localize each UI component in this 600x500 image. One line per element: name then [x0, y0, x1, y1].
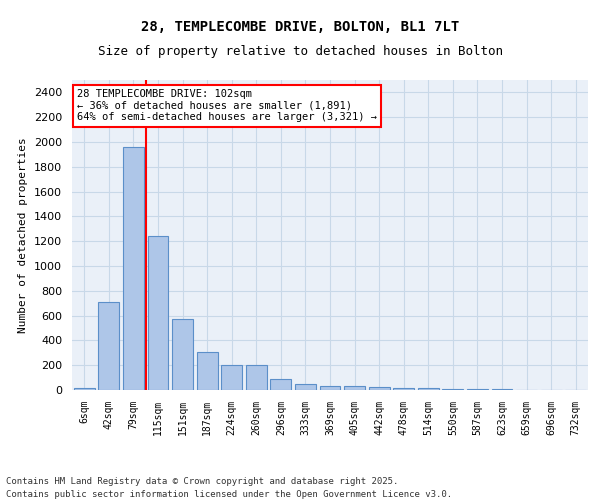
Text: 28, TEMPLECOMBE DRIVE, BOLTON, BL1 7LT: 28, TEMPLECOMBE DRIVE, BOLTON, BL1 7LT	[141, 20, 459, 34]
Bar	[295, 384, 316, 390]
Bar	[221, 365, 242, 390]
Bar	[148, 236, 169, 390]
Bar	[271, 380, 292, 390]
Bar	[246, 365, 267, 390]
Bar	[172, 320, 193, 390]
Bar	[368, 387, 389, 390]
Text: Size of property relative to detached houses in Bolton: Size of property relative to detached ho…	[97, 45, 503, 58]
Bar	[393, 388, 414, 390]
Bar	[123, 147, 144, 390]
Bar	[344, 386, 365, 390]
Bar	[418, 388, 439, 390]
Bar	[98, 302, 119, 390]
Bar	[320, 386, 340, 390]
Text: 28 TEMPLECOMBE DRIVE: 102sqm
← 36% of detached houses are smaller (1,891)
64% of: 28 TEMPLECOMBE DRIVE: 102sqm ← 36% of de…	[77, 90, 377, 122]
Y-axis label: Number of detached properties: Number of detached properties	[19, 137, 28, 333]
Bar	[467, 389, 488, 390]
Bar	[74, 388, 95, 390]
Bar	[197, 352, 218, 390]
Text: Contains HM Land Registry data © Crown copyright and database right 2025.: Contains HM Land Registry data © Crown c…	[6, 478, 398, 486]
Text: Contains public sector information licensed under the Open Government Licence v3: Contains public sector information licen…	[6, 490, 452, 499]
